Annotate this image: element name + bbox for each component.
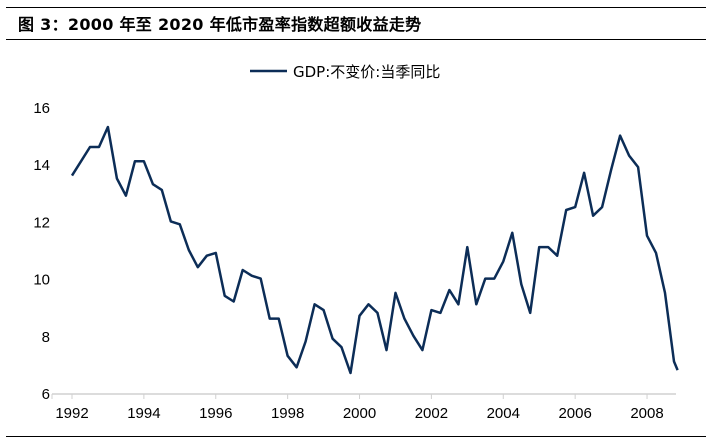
x-tick-label: 1994 [127, 405, 160, 422]
x-tick-label: 2002 [415, 405, 448, 422]
figure-title: 图 3：2000 年至 2020 年低市盈率指数超额收益走势 [18, 15, 422, 34]
x-tick-label: 1992 [55, 405, 88, 422]
legend-label: GDP:不变价:当季同比 [293, 63, 440, 81]
x-tick-label: 2004 [487, 405, 520, 422]
x-tick-label: 2006 [558, 405, 591, 422]
y-tick-label: 14 [33, 157, 50, 174]
x-tick-label: 1996 [199, 405, 232, 422]
series [70, 125, 679, 375]
x-axis: 1992 1994 1996 1998 2000 2002 2004 2006 2008 [51, 393, 676, 422]
y-tick-label: 12 [33, 214, 50, 231]
x-tick-label: 1998 [271, 405, 304, 422]
y-tick-label: 8 [42, 329, 50, 346]
bottom-rule [6, 436, 706, 437]
top-rule [6, 7, 706, 8]
y-tick-label: 10 [33, 272, 50, 289]
x-tick-label: 2000 [343, 405, 376, 422]
y-axis: 6 8 10 12 14 16 [33, 100, 50, 403]
y-tick-label: 6 [42, 386, 50, 403]
legend: GDP:不变价:当季同比 [250, 63, 440, 81]
x-tick-label: 2008 [630, 405, 663, 422]
y-tick-label: 16 [33, 100, 50, 117]
title-underline [6, 39, 706, 40]
gdp-series-line [70, 125, 679, 375]
